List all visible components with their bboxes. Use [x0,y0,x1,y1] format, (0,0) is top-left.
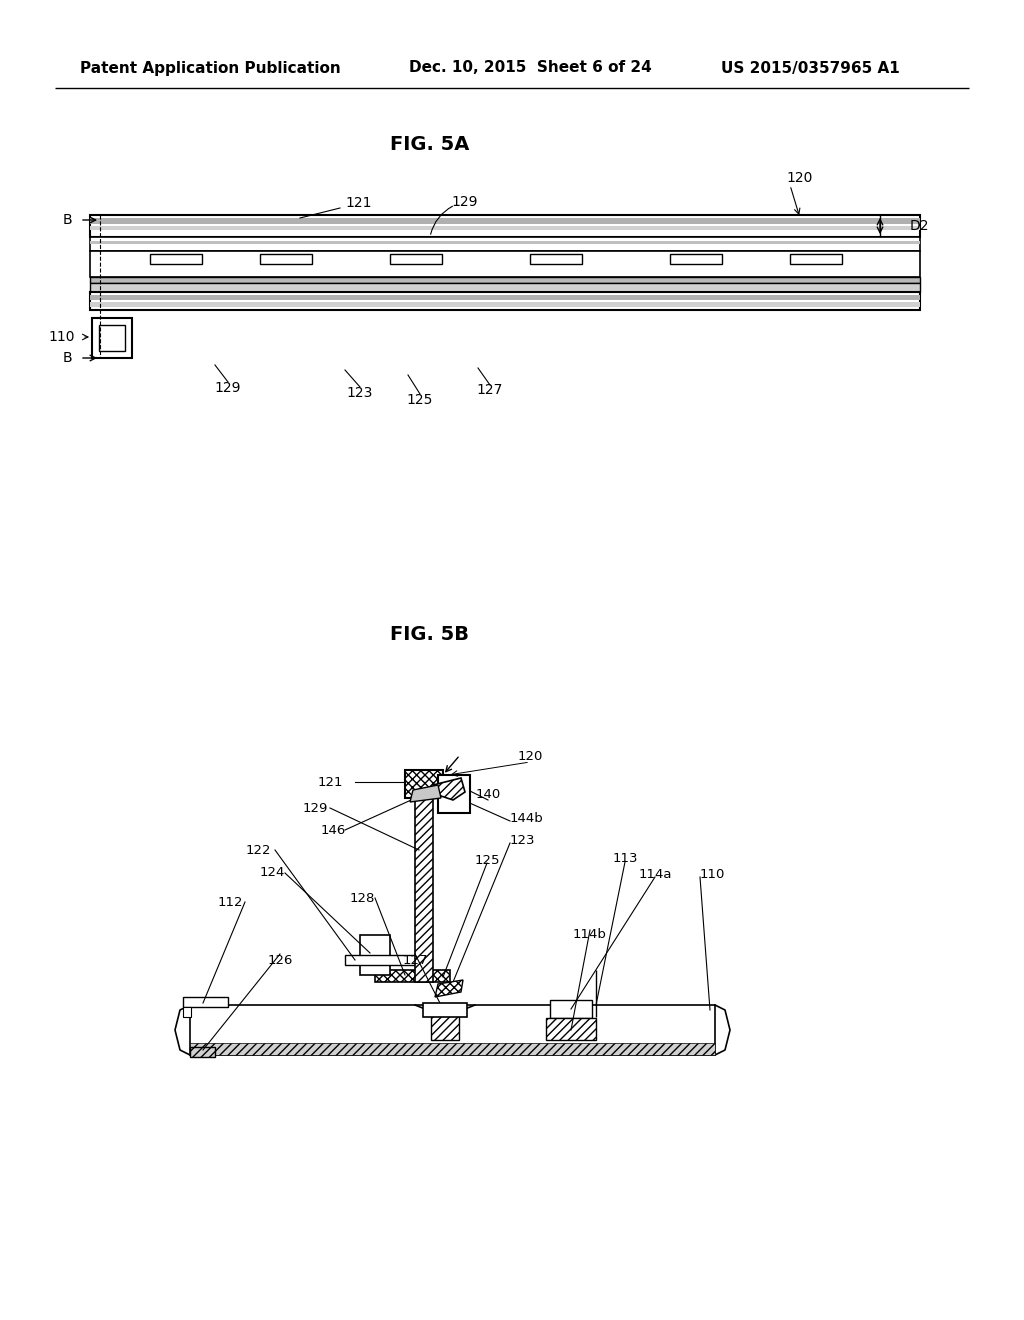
Bar [90,277,920,282]
Text: US 2015/0357965 A1: US 2015/0357965 A1 [721,61,899,75]
Bar [390,253,442,264]
Text: 112: 112 [217,895,243,908]
Bar [423,1003,467,1016]
Bar [415,789,433,982]
Bar [90,302,920,308]
Text: 128: 128 [349,891,375,904]
Bar [92,318,132,358]
Text: 110: 110 [48,330,75,345]
Text: 129: 129 [302,801,328,814]
Text: 121: 121 [345,195,372,210]
Bar [90,251,920,277]
Bar [790,253,842,264]
Bar [530,253,582,264]
Text: 125: 125 [407,393,433,407]
Text: 126: 126 [267,953,293,966]
Text: 110: 110 [700,867,725,880]
Bar [406,770,443,799]
Bar [90,218,920,224]
Bar [190,1043,715,1055]
Bar [90,215,920,238]
Text: B: B [62,351,72,366]
Bar [90,282,920,292]
Bar [260,253,312,264]
Bar [99,325,125,351]
Text: 120: 120 [786,172,813,185]
Text: FIG. 5B: FIG. 5B [390,626,469,644]
Bar [550,1001,592,1018]
Text: 114b: 114b [573,928,607,941]
Bar [183,997,228,1007]
Text: 114a: 114a [638,867,672,880]
Bar [546,1018,596,1040]
Text: 120: 120 [517,750,543,763]
Text: 122: 122 [246,843,270,857]
Text: D2: D2 [910,219,930,234]
Text: 124: 124 [259,866,285,879]
Bar [183,1007,191,1016]
Bar [90,242,920,244]
Polygon shape [433,777,465,800]
Polygon shape [410,785,441,803]
Polygon shape [435,979,463,997]
Bar [431,1015,459,1040]
Bar [90,226,920,230]
Text: 125: 125 [474,854,500,866]
Text: FIG. 5A: FIG. 5A [390,136,470,154]
Text: Dec. 10, 2015  Sheet 6 of 24: Dec. 10, 2015 Sheet 6 of 24 [409,61,651,75]
Text: 127: 127 [402,953,428,966]
Text: 140: 140 [475,788,501,801]
Bar [150,253,202,264]
Bar [190,1005,715,1055]
Bar [670,253,722,264]
Bar [345,954,430,965]
Text: 146: 146 [321,824,346,837]
Bar [90,292,920,310]
Text: 129: 129 [215,381,242,395]
Bar [190,1047,215,1057]
Text: 113: 113 [612,851,638,865]
Text: Patent Application Publication: Patent Application Publication [80,61,340,75]
Text: B: B [62,213,72,227]
Text: 123: 123 [347,385,373,400]
Text: 123: 123 [510,833,536,846]
Bar [360,935,390,975]
Bar [438,775,470,813]
Text: 127: 127 [477,383,503,397]
Text: 144b: 144b [510,812,544,825]
Bar [90,238,920,251]
Bar [90,294,920,300]
Bar [375,970,450,982]
Text: 121: 121 [317,776,343,788]
Text: 129: 129 [452,195,478,209]
